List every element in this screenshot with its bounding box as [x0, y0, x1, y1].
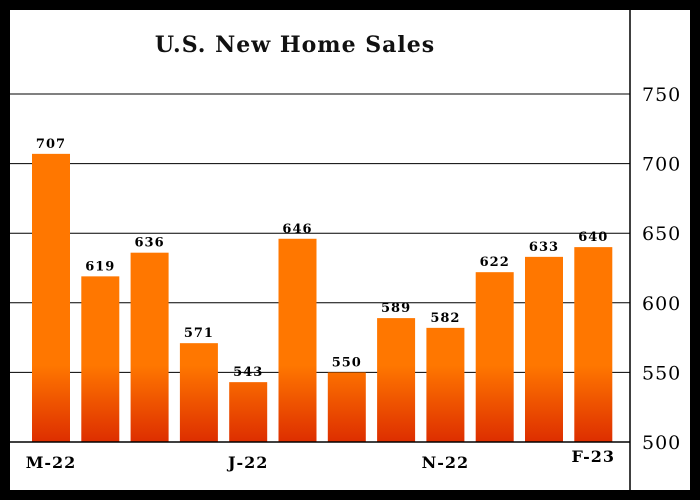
y-axis-ticks: 500 550 600 650 700 750	[642, 84, 681, 454]
bar-value-label: 646	[282, 222, 312, 237]
bar	[426, 327, 465, 442]
bar-value-label: 582	[430, 311, 460, 326]
bar	[475, 272, 514, 442]
y-tick-label: 750	[642, 84, 681, 106]
bar	[130, 252, 169, 442]
y-tick-label: 600	[642, 293, 681, 315]
data-labels: 707 619 636 571 543 646 550 589 582 622 633 640	[36, 137, 608, 380]
bar	[327, 372, 366, 442]
bar-value-label: 619	[85, 259, 115, 274]
bar-chart: 707 619 636 571 543 646 550 589 582 622 633 640 500…	[10, 10, 681, 490]
bar	[525, 256, 563, 442]
bar	[81, 276, 120, 442]
bar	[278, 238, 317, 442]
x-category-label: F-23	[572, 447, 616, 466]
chart-frame: 707 619 636 571 543 646 550 589 582 622 633 640 500…	[10, 10, 690, 490]
x-category-label: J-22	[226, 453, 268, 472]
bar-value-label: 636	[135, 236, 165, 251]
bar	[179, 343, 218, 442]
chart-title: U.S. New Home Sales	[155, 32, 435, 58]
y-tick-label: 500	[642, 432, 681, 454]
bar	[32, 153, 70, 442]
bar-value-label: 571	[184, 326, 214, 341]
bar-value-label: 622	[480, 255, 510, 270]
bar	[377, 318, 416, 442]
x-category-label: N-22	[422, 453, 470, 472]
x-category-label: M-22	[26, 453, 77, 472]
bar	[229, 382, 268, 442]
y-tick-label: 700	[642, 154, 681, 176]
bar-value-label: 633	[529, 240, 559, 255]
x-axis-categories: M-22 J-22 N-22 F-23	[26, 447, 616, 472]
bar	[574, 247, 613, 442]
bars	[32, 153, 613, 442]
bar-value-label: 640	[578, 230, 608, 245]
y-tick-label: 550	[642, 362, 681, 384]
bar-value-label: 543	[233, 365, 263, 380]
bar-value-label: 707	[36, 137, 66, 152]
bar-value-label: 550	[332, 355, 362, 370]
y-tick-label: 650	[642, 223, 681, 245]
bar-value-label: 589	[381, 301, 411, 316]
